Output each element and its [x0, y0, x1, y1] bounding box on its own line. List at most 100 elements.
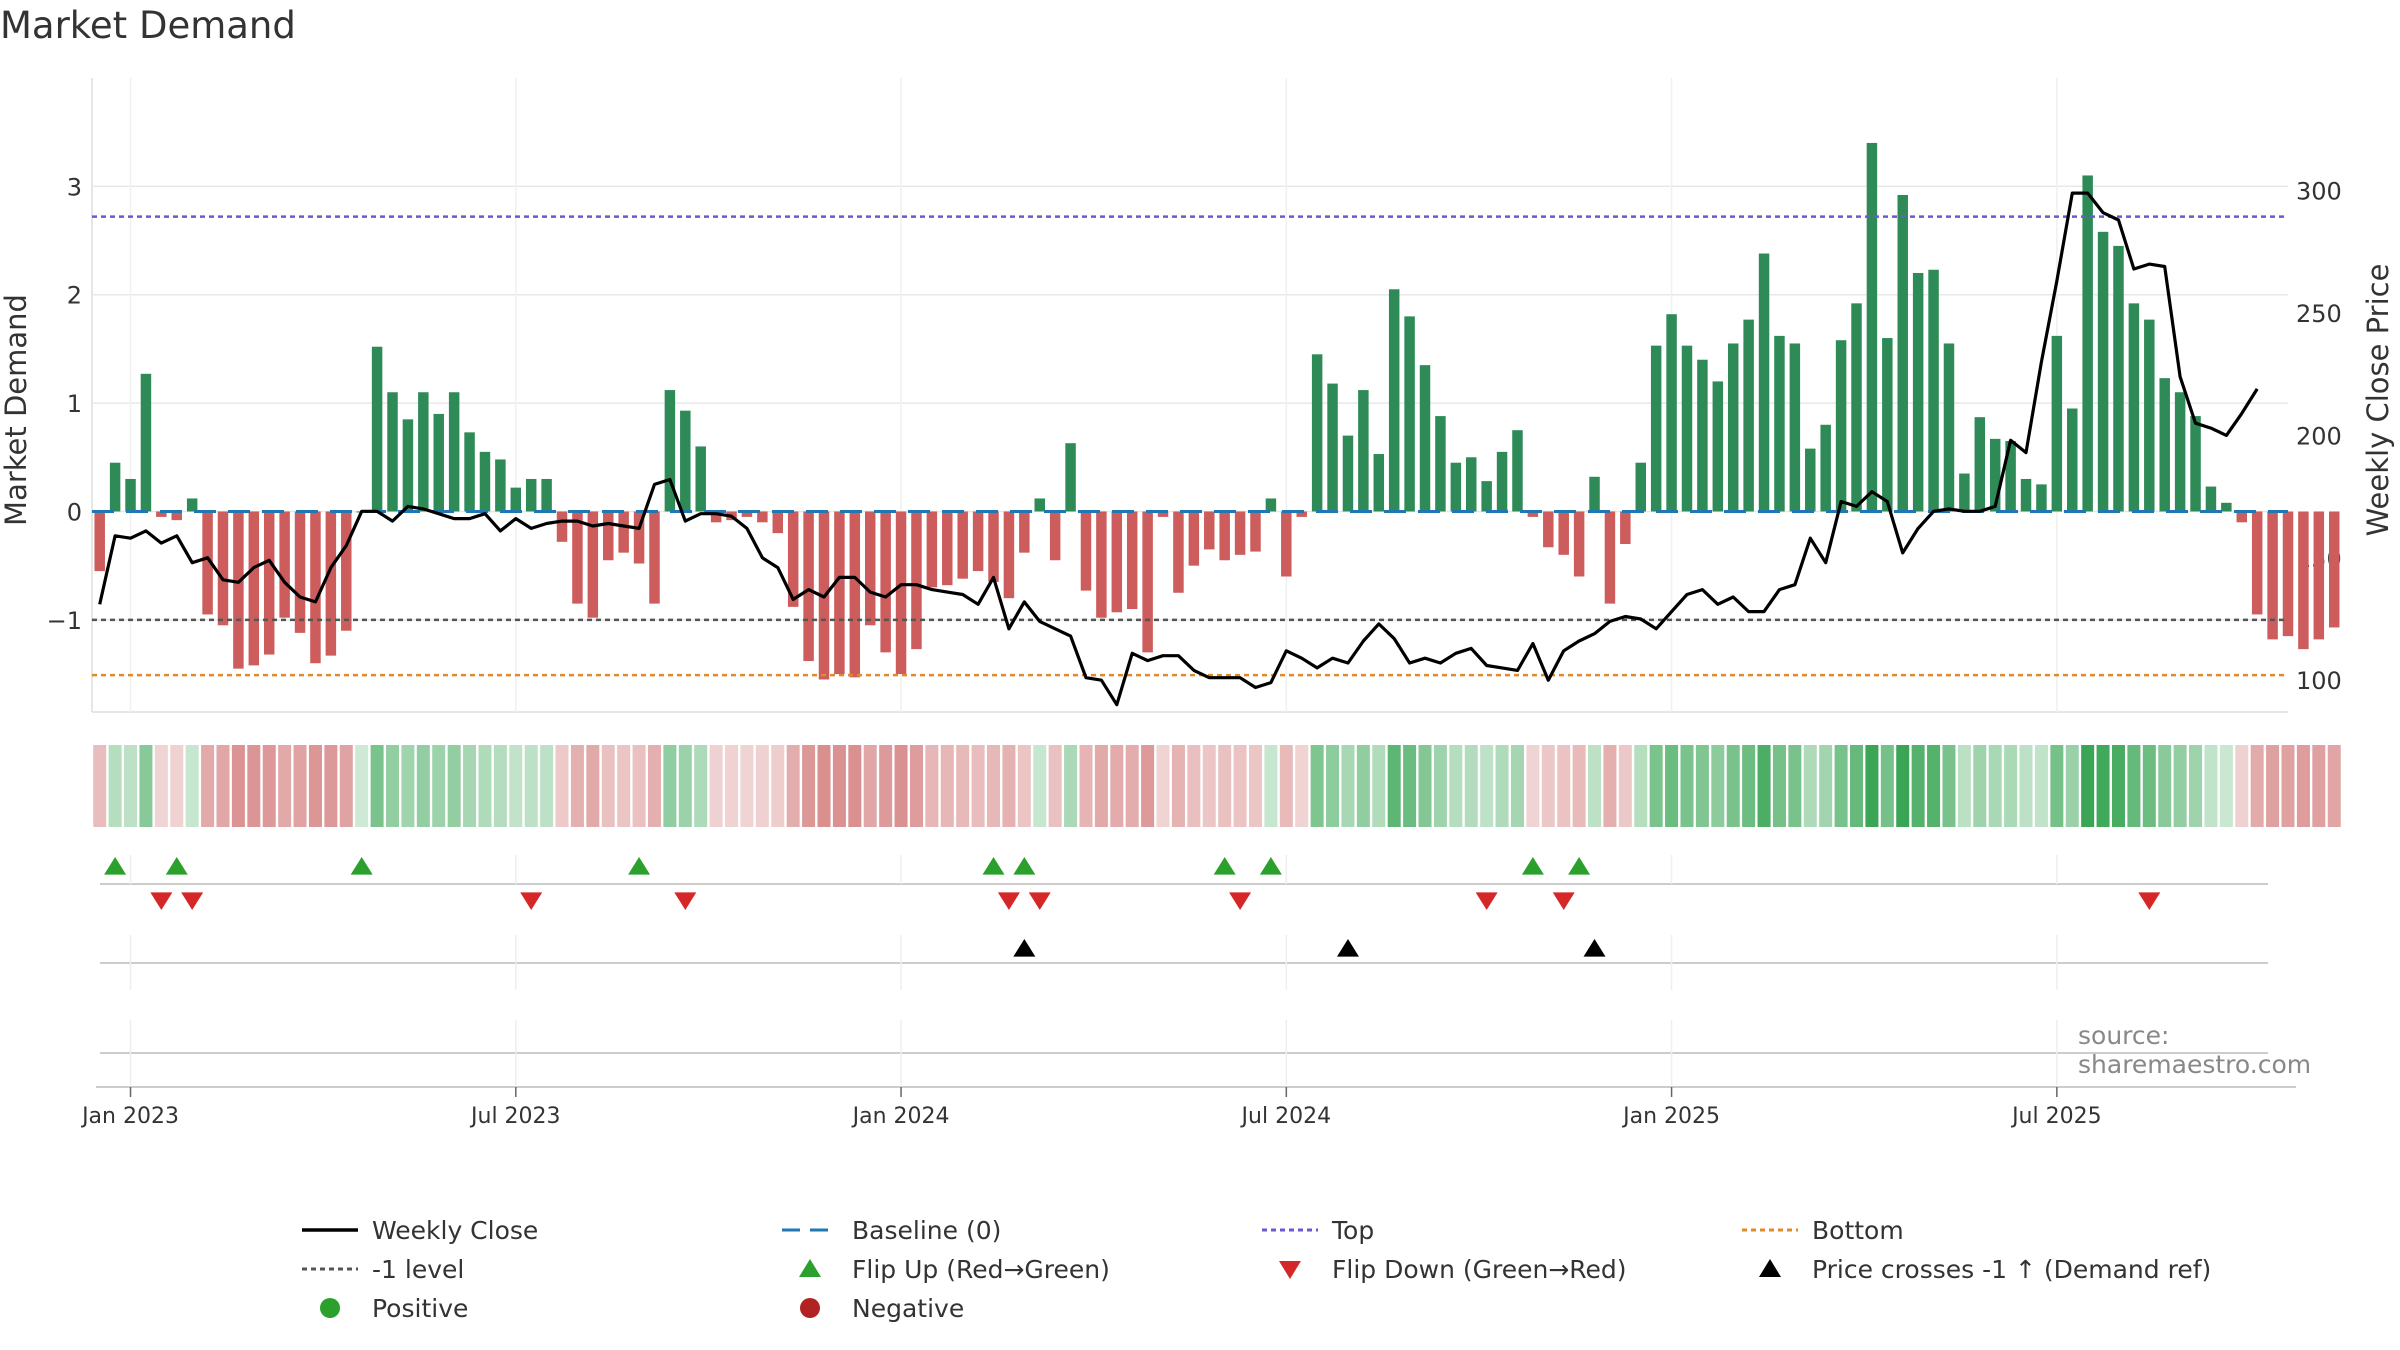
demand-bar — [895, 511, 907, 675]
demand-bar — [556, 511, 568, 542]
heat-cell — [1279, 745, 1293, 827]
demand-bar — [1866, 142, 1878, 512]
demand-heat-strip — [93, 745, 2341, 827]
heat-cell — [1726, 745, 1740, 827]
legend-item-flip-down: Flip Down (Green→Red) — [1260, 1251, 1627, 1287]
heat-cell — [524, 745, 538, 827]
demand-bar — [972, 511, 984, 572]
demand-bar — [341, 511, 352, 631]
demand-bar — [572, 511, 583, 604]
heat-cell — [1387, 745, 1401, 827]
demand-bar — [1435, 416, 1446, 512]
demand-bar — [1250, 511, 1261, 552]
heat-cell — [355, 745, 369, 827]
demand-bar — [1404, 316, 1415, 512]
heat-cell — [478, 745, 492, 827]
legend-item-minus-one: -1 level — [300, 1251, 464, 1287]
demand-bar — [1126, 511, 1138, 610]
demand-bar — [464, 432, 475, 512]
heat-cell — [201, 745, 215, 827]
demand-bar — [1959, 473, 1970, 512]
heat-cell — [2111, 745, 2125, 827]
x-tick-label: Jan 2025 — [1621, 1104, 1720, 1129]
heat-cell — [2173, 745, 2187, 827]
legend-item-cross-up: Price crosses -1 ↑ (Demand ref) — [1740, 1251, 2211, 1287]
demand-bar — [988, 511, 999, 582]
price-cross-marker — [1336, 939, 1359, 957]
demand-bar — [1635, 462, 1646, 512]
baseline-legend-icon — [782, 1228, 838, 1232]
heat-cell — [2204, 745, 2218, 827]
demand-bar — [1712, 381, 1724, 512]
demand-bar — [233, 511, 244, 669]
demand-bar — [803, 511, 814, 662]
heat-cell — [1356, 745, 1370, 827]
demand-bar — [402, 419, 414, 512]
heat-cell — [247, 745, 261, 827]
heat-cell — [1094, 745, 1108, 827]
x-tick-label: Jul 2023 — [469, 1104, 561, 1129]
demand-bar — [710, 511, 722, 523]
demand-bar — [1342, 435, 1354, 512]
heat-cell — [771, 745, 785, 827]
demand-bar — [1496, 451, 1508, 512]
price-cross-marker — [1013, 939, 1036, 957]
demand-bar — [2159, 378, 2170, 512]
minus-one-legend-icon — [302, 1267, 358, 1271]
source-note: source: sharemaestro.com — [2078, 1021, 2312, 1079]
demand-bar — [880, 511, 891, 653]
demand-bar — [1805, 448, 1816, 512]
heat-cell — [463, 745, 477, 827]
heat-cell — [1572, 745, 1586, 827]
heat-cell — [1957, 745, 1971, 827]
demand-bar — [2282, 511, 2294, 637]
demand-bar — [1080, 511, 1092, 591]
demand-bar — [2190, 416, 2201, 512]
heat-cell — [1988, 745, 2002, 827]
heat-cell — [1264, 745, 1278, 827]
demand-bar — [1466, 457, 1477, 512]
heat-cell — [185, 745, 199, 827]
heat-cell — [1772, 745, 1786, 827]
heat-cell — [1942, 745, 1956, 827]
heat-cell — [308, 745, 322, 827]
demand-bar — [387, 392, 398, 512]
demand-bar — [2128, 303, 2140, 512]
legend-item-bottom: Bottom — [1740, 1212, 1904, 1248]
heat-cell — [1341, 745, 1355, 827]
heat-cell — [1541, 745, 1555, 827]
demand-bar — [263, 511, 275, 655]
demand-bar — [2020, 478, 2032, 512]
heat-cell — [1742, 745, 1756, 827]
demand-bar — [618, 511, 629, 553]
heat-cell — [1526, 745, 1540, 827]
heat-cell — [2034, 745, 2048, 827]
demand-bar — [1774, 335, 1785, 512]
heat-cell — [1665, 745, 1679, 827]
heat-cell — [1403, 745, 1417, 827]
demand-bar — [633, 511, 645, 564]
flip-down-marker — [181, 892, 204, 910]
demand-bar — [942, 511, 953, 586]
heat-cell — [2266, 745, 2280, 827]
demand-bar — [1604, 511, 1616, 604]
legend-item-negative: Negative — [780, 1290, 964, 1326]
demand-bar — [1989, 438, 2001, 512]
demand-bar — [1697, 359, 1708, 512]
demand-bar — [772, 511, 784, 534]
heat-cell — [278, 745, 292, 827]
heat-cell — [1850, 745, 1864, 827]
heat-cell — [2065, 745, 2079, 827]
heat-cell — [1017, 745, 1031, 827]
y-tick-label: 3 — [67, 173, 82, 201]
demand-bar — [1281, 511, 1292, 577]
demand-bar — [171, 511, 182, 521]
heat-cell — [2281, 745, 2295, 827]
heat-cell — [725, 745, 739, 827]
legend-label: Top — [1332, 1215, 1375, 1245]
demand-bar — [1419, 365, 1431, 512]
heat-cell — [1064, 745, 1078, 827]
demand-bar — [757, 511, 768, 523]
y2-tick-label: 250 — [2296, 300, 2342, 328]
flip-down-marker — [1028, 892, 1051, 910]
